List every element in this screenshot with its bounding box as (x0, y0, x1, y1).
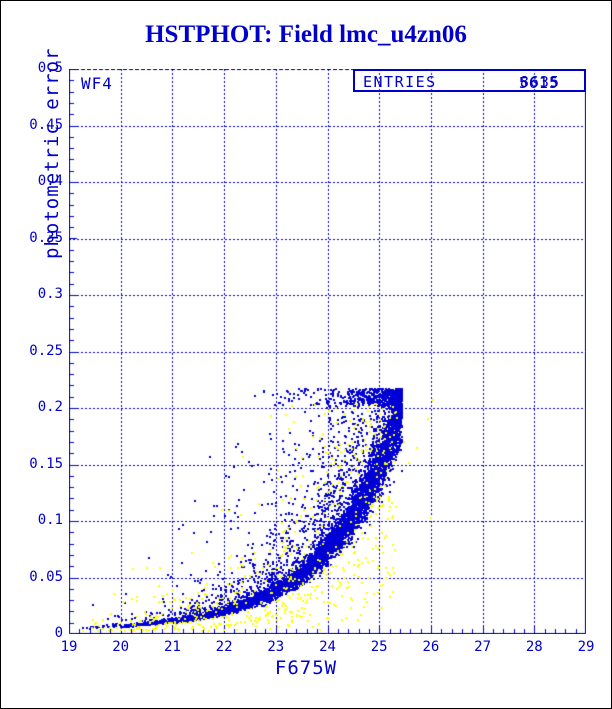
x-tick-label-21: 21 (163, 639, 181, 655)
entries-values: 8635 5615 (470, 73, 560, 92)
x-tick-label-19: 19 (60, 639, 78, 655)
y-tick-label-0.15: 0.15 (29, 455, 63, 472)
x-tick-label-26: 26 (422, 639, 440, 655)
x-tick-label-27: 27 (474, 639, 492, 655)
entries-value-primary: 8635 (519, 73, 560, 91)
x-tick-label-29: 29 (577, 639, 595, 655)
y-tick-label-0.45: 0.45 (29, 116, 63, 133)
y-tick-label-0.05: 0.05 (29, 568, 63, 585)
x-tick-label-22: 22 (215, 639, 233, 655)
x-tick-label-20: 20 (112, 639, 130, 655)
y-tick-label-0.1: 0.1 (37, 512, 63, 528)
y-axis-title: photometric error (41, 47, 63, 259)
page-title: HSTPHOT: Field lmc_u4zn06 (145, 21, 467, 48)
entries-value-overprint: 5615 (518, 74, 559, 92)
x-tick-label-25: 25 (370, 639, 388, 655)
x-tick-label-28: 28 (525, 639, 543, 655)
entries-stat-box: ENTRIES 8635 5615 (353, 69, 586, 92)
y-tick-label-0.35: 0.35 (29, 229, 63, 246)
x-axis-title: F675W (274, 657, 338, 679)
entries-label: ENTRIES (363, 73, 437, 91)
y-tick-label-0: 0 (54, 625, 63, 641)
x-tick-label-23: 23 (267, 639, 285, 655)
y-tick-label-0.5: 0.5 (37, 60, 63, 76)
x-tick-label-24: 24 (319, 639, 336, 655)
scatter-plot-canvas (69, 69, 586, 634)
y-tick-label-0.2: 0.2 (37, 399, 63, 415)
y-tick-label-0.25: 0.25 (29, 342, 63, 359)
panel-label-wf4: WF4 (81, 74, 113, 93)
y-tick-label-0.4: 0.4 (37, 173, 63, 189)
y-tick-label-0.3: 0.3 (37, 286, 63, 302)
